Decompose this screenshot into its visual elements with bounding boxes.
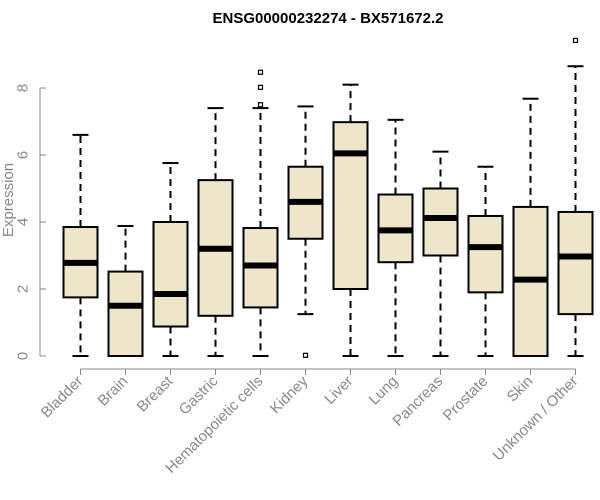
box-iqr [557, 210, 594, 316]
box-brain [107, 225, 144, 357]
box-kidney [287, 105, 324, 358]
y-axis-label: Expression [0, 163, 17, 237]
box-skin [512, 97, 549, 357]
box-unknown-other [557, 37, 594, 357]
box-iqr [422, 187, 459, 257]
x-tick-label: Brain [95, 373, 132, 410]
x-tick-label: Kidney [267, 372, 312, 417]
y-tick-label: 4 [15, 218, 32, 226]
y-tick-label: 0 [15, 352, 32, 360]
outlier-point [257, 102, 264, 108]
x-tick-label: Bladder [38, 373, 87, 422]
box-prostate [467, 165, 504, 357]
outlier-point [257, 84, 264, 90]
box-pancreas [422, 150, 459, 357]
box-iqr [332, 121, 369, 290]
y-axis: 0 2 4 6 8 [15, 84, 46, 360]
chart-title: ENSG00000232274 - BX571672.2 [212, 10, 443, 27]
x-tick-label: Breast [134, 372, 177, 415]
box-iqr [152, 221, 189, 328]
box-series [62, 37, 594, 358]
box-breast [152, 162, 189, 357]
x-tick-label: Liver [321, 373, 356, 408]
x-tick-label: Skin [504, 373, 537, 406]
outlier-point [302, 352, 309, 358]
outlier-point [572, 37, 579, 44]
outlier-point [257, 69, 264, 75]
y-tick-label: 2 [15, 285, 32, 293]
box-hematopoietic-cells [242, 69, 279, 357]
box-iqr [467, 214, 504, 294]
box-gastric [197, 107, 234, 357]
y-tick-label: 6 [15, 151, 32, 159]
x-tick-label: Lung [366, 373, 402, 409]
y-tick-label: 8 [15, 84, 32, 92]
box-liver [332, 83, 369, 357]
box-iqr [107, 270, 144, 357]
x-tick-label: Pancreas [389, 373, 446, 430]
x-tick-label: Prostate [440, 373, 492, 425]
x-tick-label: Unknown / Other [490, 373, 582, 465]
box-bladder [62, 133, 99, 357]
box-lung [377, 118, 414, 357]
